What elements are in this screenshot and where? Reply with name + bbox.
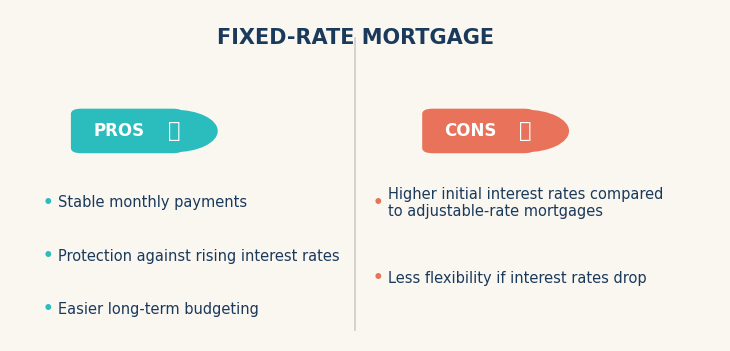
Text: Less flexibility if interest rates drop: Less flexibility if interest rates drop [388,271,647,286]
Text: •: • [373,269,384,287]
Text: Higher initial interest rates compared
to adjustable-rate mortgages: Higher initial interest rates compared t… [388,187,664,219]
Ellipse shape [131,110,218,152]
Text: •: • [373,194,384,212]
Text: PROS: PROS [93,122,145,140]
Text: 👎: 👎 [519,121,531,141]
Text: Stable monthly payments: Stable monthly payments [58,196,247,210]
Text: •: • [43,194,53,212]
FancyBboxPatch shape [422,109,534,153]
Text: •: • [43,247,53,265]
Ellipse shape [482,110,569,152]
Text: Easier long-term budgeting: Easier long-term budgeting [58,302,259,317]
Text: 👍: 👍 [168,121,180,141]
FancyBboxPatch shape [71,109,183,153]
Text: •: • [43,300,53,318]
Text: CONS: CONS [444,122,496,140]
Text: FIXED-RATE MORTGAGE: FIXED-RATE MORTGAGE [217,28,494,48]
Text: Protection against rising interest rates: Protection against rising interest rates [58,249,340,264]
